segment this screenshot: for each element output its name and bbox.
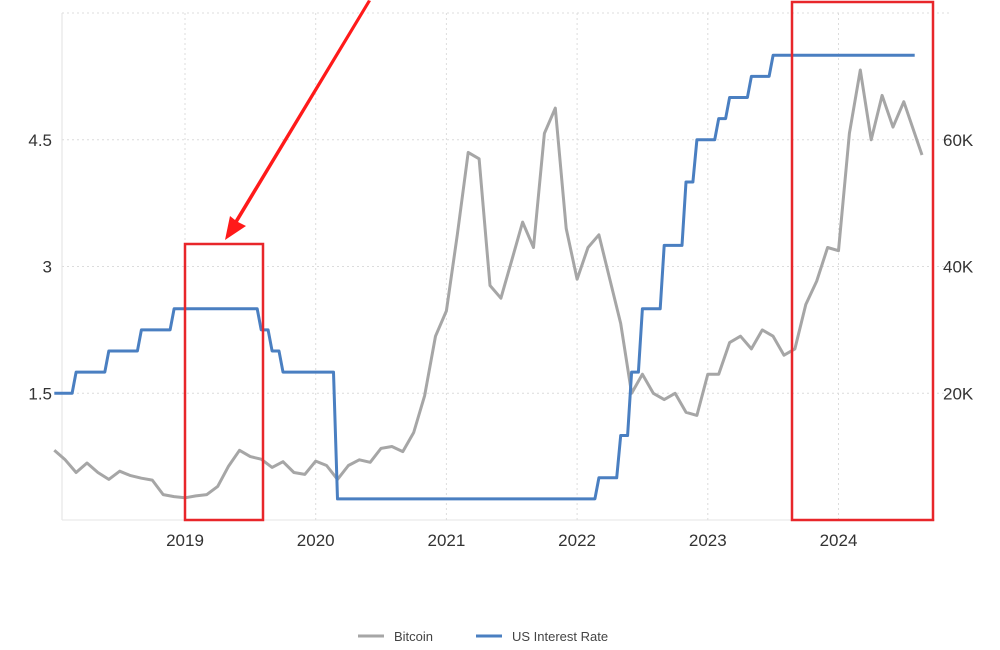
legend-label-us-interest-rate[interactable]: US Interest Rate — [512, 629, 608, 644]
left-tick-label: 3 — [43, 258, 52, 277]
bitcoin-line — [53, 68, 924, 500]
tick-labels: 2019 2020 2021 2022 2023 2024 1.5 3 4.5 20K 40K 60K — [28, 131, 974, 550]
x-tick-label: 2021 — [427, 531, 465, 550]
x-tick-label: 2020 — [297, 531, 335, 550]
arrow-icon — [225, 0, 371, 240]
highlight-box-2024 — [790, 0, 935, 522]
x-tick-label: 2023 — [689, 531, 727, 550]
x-tick-label: 2024 — [820, 531, 858, 550]
legend-label-bitcoin[interactable]: Bitcoin — [394, 629, 433, 644]
right-tick-label: 20K — [943, 384, 974, 403]
legend[interactable]: Bitcoin US Interest Rate — [358, 629, 608, 644]
right-tick-label: 60K — [943, 131, 974, 150]
left-tick-label: 1.5 — [28, 384, 52, 403]
series-lines — [53, 53, 924, 501]
right-tick-label: 40K — [943, 258, 974, 277]
annotations — [183, 0, 935, 522]
highlight-box-2019 — [183, 242, 265, 522]
grid — [61, 12, 952, 521]
x-tick-label: 2019 — [166, 531, 204, 550]
x-tick-label: 2022 — [558, 531, 596, 550]
us-interest-rate-line — [54, 53, 915, 501]
left-tick-label: 4.5 — [28, 131, 52, 150]
